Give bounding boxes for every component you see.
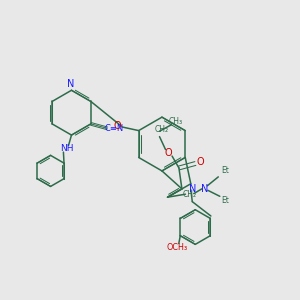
Text: CH₃: CH₃ xyxy=(169,117,183,126)
Text: N: N xyxy=(201,184,208,194)
Text: O: O xyxy=(165,148,172,158)
Text: O: O xyxy=(197,157,205,167)
Text: NH: NH xyxy=(60,144,74,153)
Text: Et: Et xyxy=(221,196,229,205)
Text: Et: Et xyxy=(221,167,229,176)
Text: CH₂: CH₂ xyxy=(155,125,169,134)
Text: OCH₃: OCH₃ xyxy=(167,243,188,252)
Text: N: N xyxy=(189,184,196,194)
Text: CH₂: CH₂ xyxy=(183,190,197,199)
Text: O: O xyxy=(114,121,122,131)
Text: N: N xyxy=(67,79,75,89)
Text: C≡N: C≡N xyxy=(104,124,124,133)
